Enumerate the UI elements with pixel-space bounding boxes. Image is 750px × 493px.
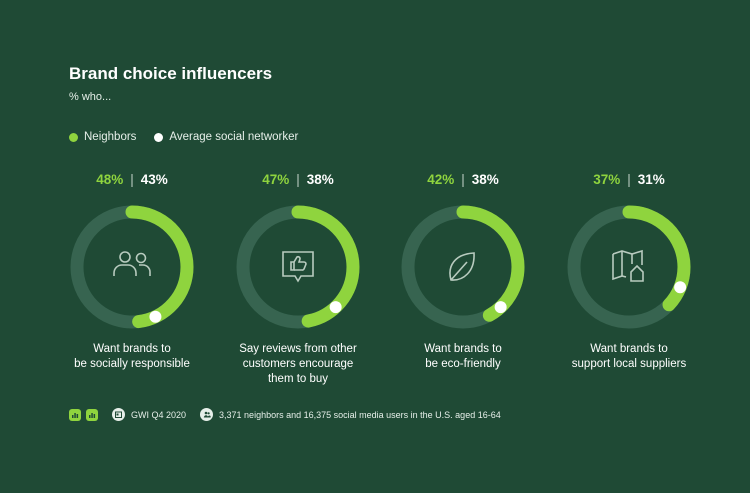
source-text: GWI Q4 2020 [131, 409, 187, 420]
neighbors-value-label: 42% [427, 172, 455, 187]
legend-item-average: Average social networker [154, 131, 298, 143]
legend-label-neighbors: Neighbors [84, 131, 137, 143]
average-value-label: 43% [140, 172, 168, 187]
thumbs-up-review-icon [282, 251, 314, 283]
legend-label-average: Average social networker [169, 131, 299, 143]
leaf-icon [449, 252, 475, 281]
chart-badge-icon [86, 408, 98, 421]
category-label: Want brands to be eco-friendly [424, 343, 502, 370]
panel-socially-responsible: 48% | 43% Want brands to be socially respo… [57, 170, 207, 372]
neighbors-arc [567, 205, 691, 329]
neighbors-arc [70, 205, 194, 329]
percent-labels: 47% | 38% [223, 170, 373, 190]
neighbors-value-label: 37% [593, 172, 621, 187]
audience-icon [200, 408, 214, 421]
panel-reviews: 47% | 38% Say reviews from other customers… [223, 170, 373, 387]
chart-badge-icon [69, 408, 81, 421]
legend-item-neighbors: Neighbors [69, 131, 136, 143]
chart-title: Brand choice influencers [69, 64, 273, 83]
average-value-label: 31% [637, 172, 665, 187]
average-value-label: 38% [471, 172, 499, 187]
percent-labels: 48% | 43% [57, 170, 207, 190]
neighbors-arc [401, 205, 525, 329]
average-marker [149, 310, 162, 323]
category-label: Say reviews from other customers encoura… [239, 343, 357, 385]
neighbors-value-label: 48% [96, 172, 124, 187]
calendar-icon [112, 408, 125, 421]
legend: Neighbors Average social networker [69, 131, 316, 143]
value-separator: | [627, 172, 631, 187]
percent-labels: 42% | 38% [388, 170, 538, 190]
value-separator: | [461, 172, 465, 187]
panel-local-suppliers: 37% | 31% Want brands to support local sup… [554, 170, 704, 372]
people-icon [113, 251, 151, 276]
map-home-icon [612, 249, 644, 282]
average-marker [329, 301, 342, 314]
donut-ring [401, 205, 525, 329]
category-label: Want brands to support local suppliers [571, 343, 687, 370]
donut-ring [236, 205, 360, 329]
category-label: Want brands to be socially responsible [74, 343, 190, 370]
panel-eco-friendly: 42% | 38% Want brands to be eco-friendly [388, 170, 538, 372]
neighbors-value-label: 47% [262, 172, 290, 187]
percent-labels: 37% | 31% [554, 170, 704, 190]
donut-ring [567, 205, 691, 329]
footer: GWI Q4 2020 3,371 neighbors and 16,375 s… [69, 408, 501, 421]
donut-ring [70, 205, 194, 329]
value-separator: | [130, 172, 134, 187]
average-marker [494, 301, 507, 314]
base-text: 3,371 neighbors and 16,375 social media … [219, 409, 501, 420]
neighbors-arc [236, 205, 360, 329]
chart-subtitle: % who... [69, 91, 112, 103]
average-marker [674, 281, 687, 294]
value-separator: | [296, 172, 300, 187]
average-value-label: 38% [306, 172, 334, 187]
legend-dot-neighbors [69, 132, 78, 142]
legend-dot-average [154, 132, 164, 142]
